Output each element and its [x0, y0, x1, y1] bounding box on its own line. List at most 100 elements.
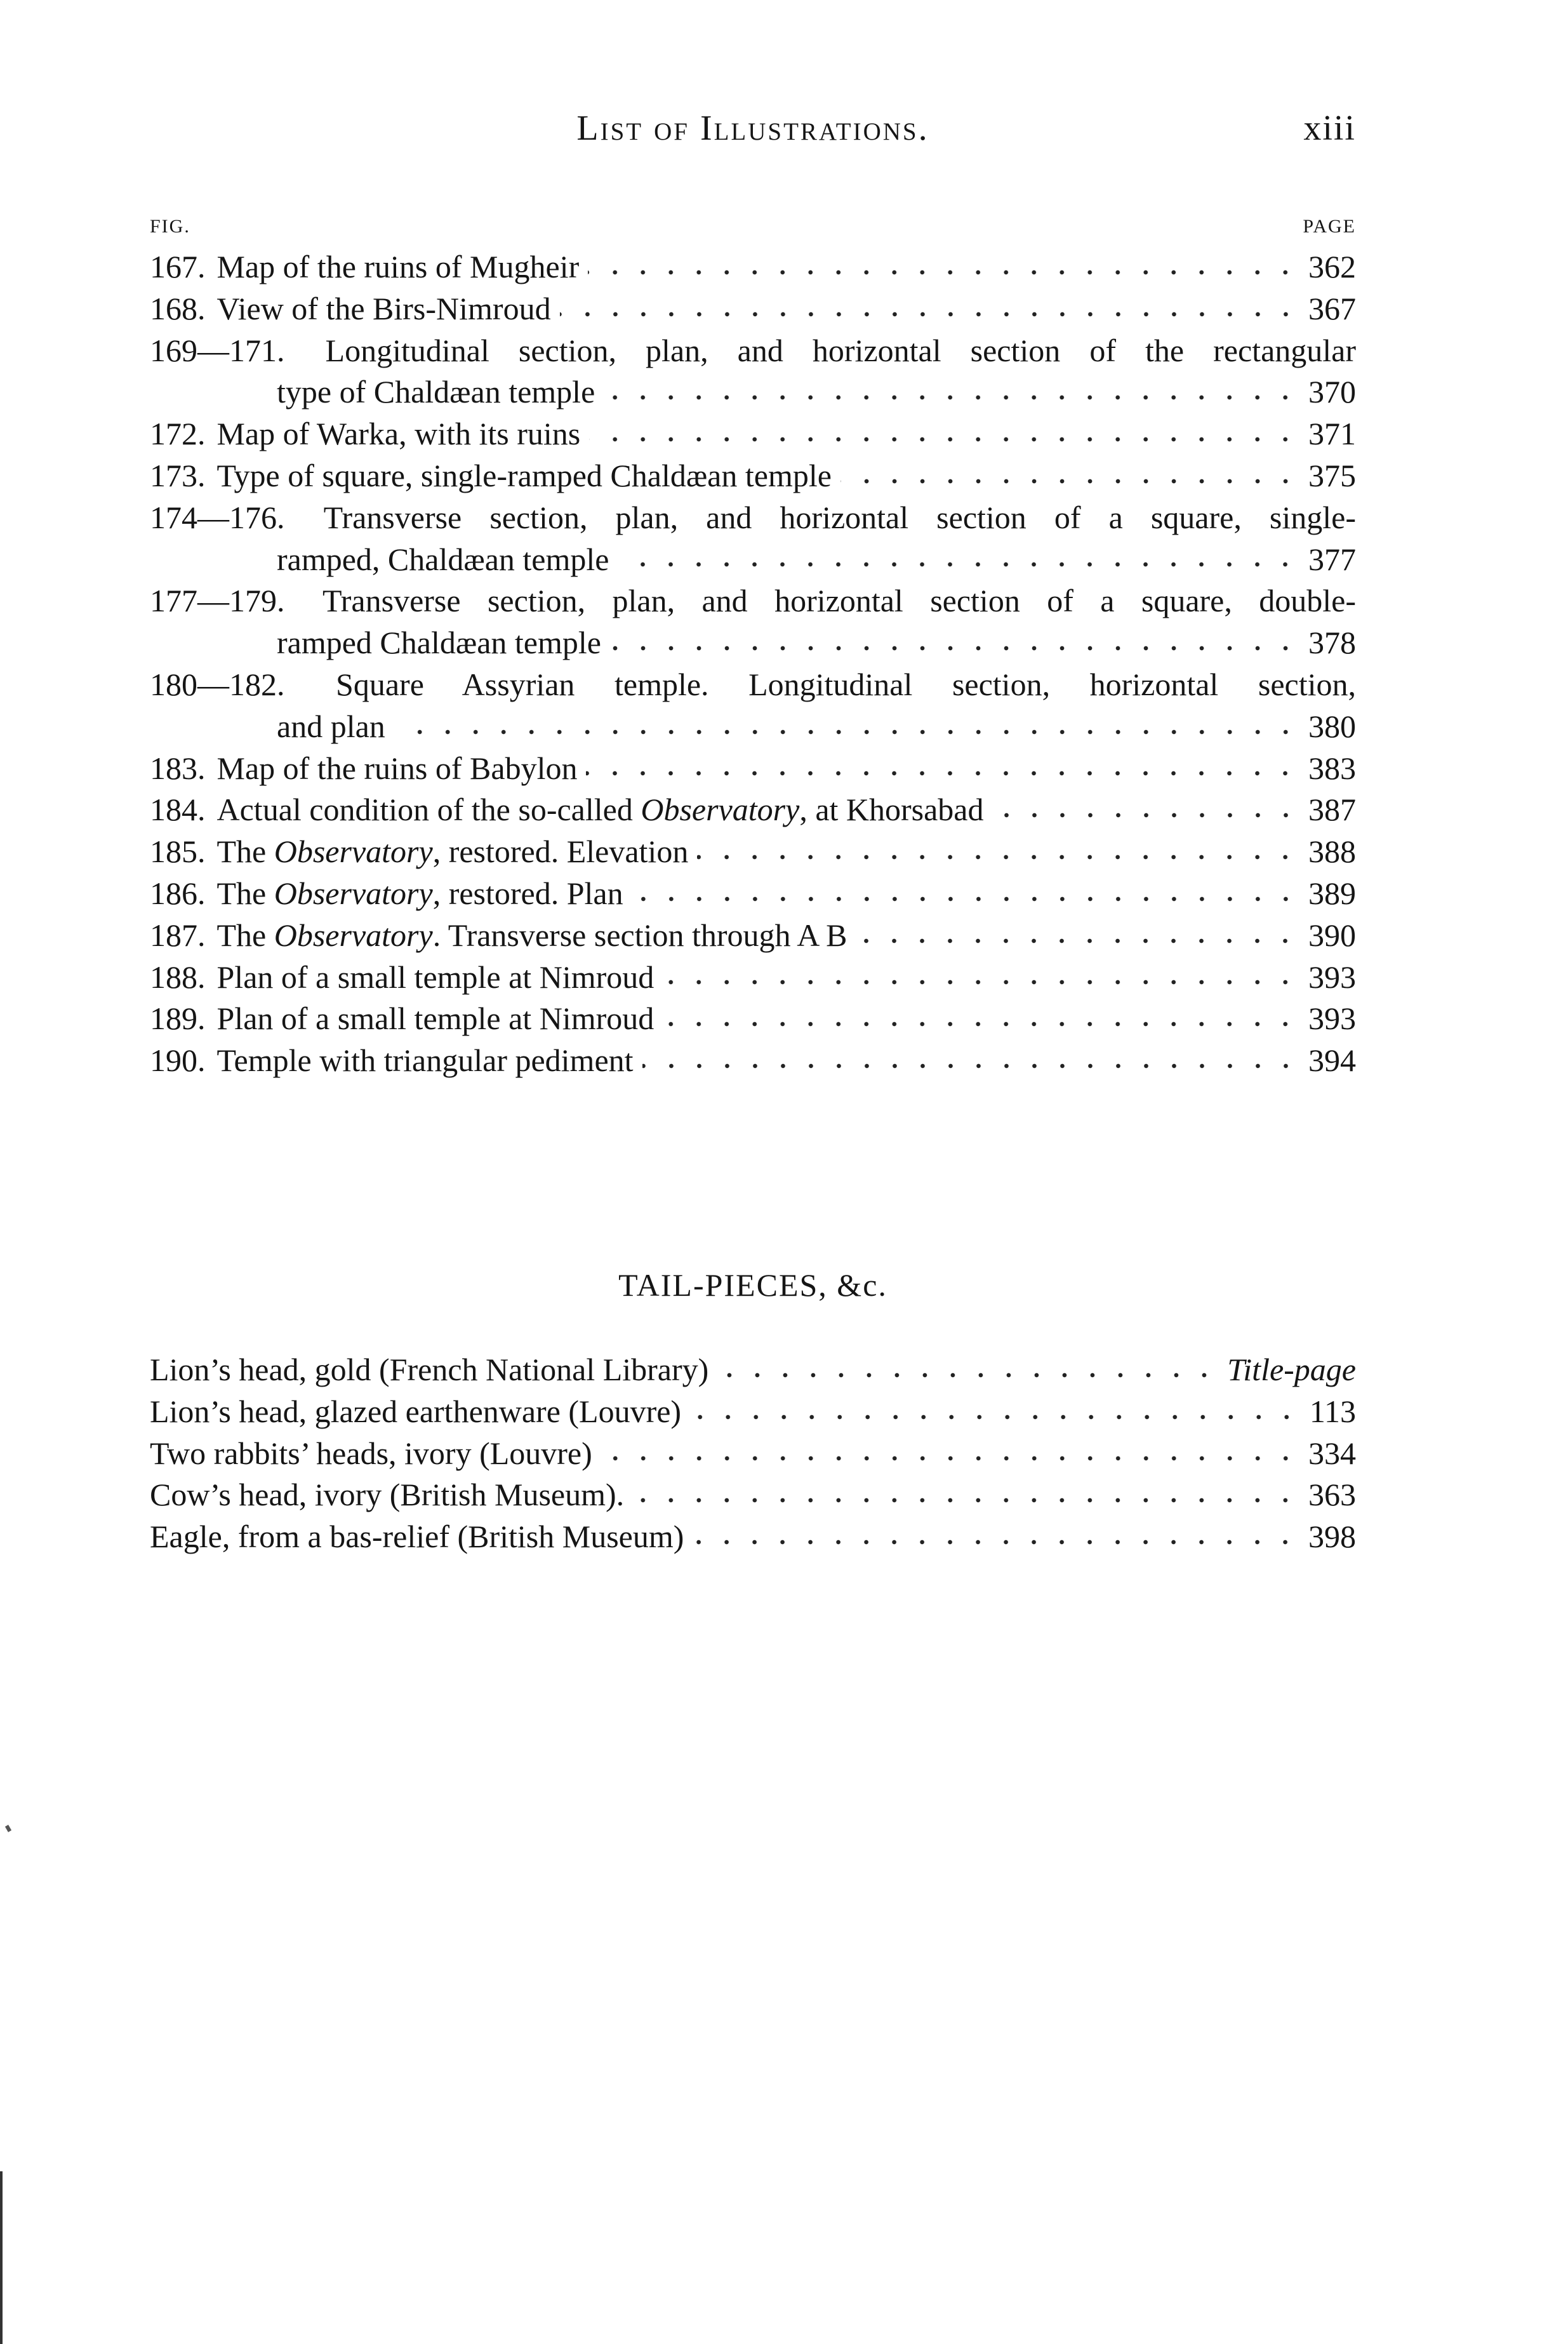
- list-entry: Eagle, from a bas-relief (British Museum…: [150, 1516, 1356, 1558]
- tailpieces-heading: TAIL-PIECES, &c.: [618, 1267, 887, 1303]
- list-entry: Cow’s head, ivory (British Museum). 363: [150, 1474, 1356, 1516]
- dot-leader: [601, 1452, 1299, 1465]
- page-ref: 398: [1308, 1519, 1356, 1555]
- page-column-label: PAGE: [1303, 216, 1356, 237]
- dot-leader: [840, 474, 1299, 488]
- figure-number: 183.: [150, 750, 206, 786]
- entry-title: Longitudinal section, plan, and horizont…: [326, 333, 1356, 368]
- entry-line: 174—176. Transverse section, plan, and h…: [150, 497, 1356, 539]
- text-segment: Longitudinal section, plan, and horizont…: [325, 332, 1356, 368]
- list-entry: 188. Plan of a small temple at Nimroud 393: [150, 957, 1356, 999]
- list-entry: 184. Actual condition of the so-called Ob…: [150, 789, 1356, 831]
- list-entry: 189. Plan of a small temple at Nimroud 393: [150, 998, 1356, 1040]
- illustrations-list: 167. Map of the ruins of Mugheir 362 168. Vi…: [150, 246, 1356, 1082]
- entry-title: ramped Chaldæan temple: [277, 622, 601, 664]
- figure-number: 168.: [150, 290, 206, 326]
- page-ref: 362: [1308, 249, 1356, 284]
- entry-line: 168. View of the Birs-Nimroud 367: [150, 288, 1356, 330]
- page-number: xiii: [1303, 109, 1356, 148]
- list-entry: 169—171. Longitudinal section, plan, and…: [150, 330, 1356, 414]
- list-entry: Two rabbits’ heads, ivory (Louvre) 334: [150, 1433, 1356, 1475]
- list-entry: 183. Map of the ruins of Babylon 383: [150, 748, 1356, 790]
- text-segment: Plan of a small temple at Nimroud: [216, 1001, 654, 1037]
- entry-line: type of Chaldæan temple 370: [150, 371, 1356, 413]
- dot-leader: [856, 934, 1299, 947]
- entry-line: 184. Actual condition of the so-called Ob…: [150, 789, 1356, 831]
- list-entry: 180—182. Square Assyrian temple. Longitu…: [150, 664, 1356, 748]
- entry-line: 189. Plan of a small temple at Nimroud 393: [150, 998, 1356, 1040]
- entry-line: 169—171. Longitudinal section, plan, and…: [150, 330, 1356, 372]
- text-segment: ramped, Chaldæan temple: [277, 541, 609, 577]
- entry-line: 173. Type of square, single-ramped Chaldæ…: [150, 455, 1356, 497]
- page-ref: 370: [1308, 374, 1356, 410]
- text-segment: The: [216, 875, 274, 911]
- entry-title: Two rabbits’ heads, ivory (Louvre): [150, 1433, 592, 1475]
- dot-leader: [690, 1410, 1301, 1423]
- text-segment: Lion’s head, gold (French National Libra…: [150, 1352, 709, 1387]
- dot-leader: [604, 391, 1299, 404]
- text-segment: Lion’s head, glazed earthenware (Louvre): [150, 1393, 682, 1429]
- text-segment: Transverse section, plan, and horizontal…: [322, 583, 1356, 619]
- scan-speck: [4, 1825, 12, 1832]
- entry-title: Plan of a small temple at Nimroud: [217, 957, 654, 999]
- text-segment: View of the Birs-Nimroud: [216, 290, 551, 326]
- entry-line: Lion’s head, gold (French National Libra…: [150, 1349, 1356, 1391]
- dot-leader: [697, 851, 1299, 864]
- entry-title: Type of square, single-ramped Chaldæan t…: [217, 455, 832, 497]
- page-ref: 389: [1308, 875, 1356, 911]
- dot-leader: [586, 767, 1299, 780]
- scan-edge: [0, 2171, 3, 2344]
- text-segment: ramped Chaldæan temple: [277, 625, 601, 661]
- page-ref: 393: [1308, 959, 1356, 995]
- entry-title: type of Chaldæan temple: [277, 371, 595, 413]
- figure-number: 169—171.: [150, 332, 285, 368]
- page-ref: 363: [1308, 1477, 1356, 1513]
- figure-number: 184.: [150, 792, 206, 828]
- text-segment: The: [216, 834, 274, 870]
- entry-line: Cow’s head, ivory (British Museum). 363: [150, 1474, 1356, 1516]
- entry-line: ramped, Chaldæan temple 377: [150, 539, 1356, 581]
- dot-leader: [589, 433, 1299, 446]
- dot-leader: [588, 265, 1299, 279]
- page-ref: 371: [1308, 416, 1356, 452]
- page-ref: 390: [1308, 917, 1356, 953]
- dot-leader: [693, 1536, 1299, 1549]
- entry-title: Plan of a small temple at Nimroud: [217, 998, 654, 1040]
- list-entry: 186. The Observatory, restored. Plan 389: [150, 873, 1356, 915]
- dot-leader: [992, 809, 1299, 822]
- entry-title: Cow’s head, ivory (British Museum).: [150, 1474, 624, 1516]
- entry-line: 188. Plan of a small temple at Nimroud 393: [150, 957, 1356, 999]
- figure-number: 185.: [150, 834, 206, 870]
- figure-number: 189.: [150, 1001, 206, 1037]
- text-segment: Cow’s head, ivory (British Museum).: [150, 1477, 625, 1513]
- tailpieces-list: Lion’s head, gold (French National Libra…: [150, 1349, 1356, 1558]
- entry-title: ramped, Chaldæan temple: [277, 539, 609, 581]
- entry-title: Transverse section, plan, and horizontal…: [322, 583, 1356, 618]
- text-segment: Map of the ruins of Mugheir: [216, 249, 580, 284]
- dot-leader: [663, 976, 1299, 989]
- entry-title: Eagle, from a bas-relief (British Museum…: [150, 1516, 684, 1558]
- text-segment: type of Chaldæan temple: [277, 374, 595, 410]
- list-entry: Lion’s head, glazed earthenware (Louvre)…: [150, 1391, 1356, 1433]
- page-ref: 377: [1308, 541, 1356, 577]
- figure-number: 186.: [150, 875, 206, 911]
- dot-leader: [663, 1018, 1299, 1031]
- text-segment: , restored. Elevation: [432, 834, 689, 870]
- running-title: List of Illustrations.: [576, 109, 929, 148]
- entry-line: 172. Map of Warka, with its ruins 371: [150, 413, 1356, 455]
- figure-number: 187.: [150, 917, 206, 953]
- dot-leader: [632, 892, 1299, 905]
- text-segment: , restored. Plan: [432, 875, 623, 911]
- entry-line: Lion’s head, glazed earthenware (Louvre)…: [150, 1391, 1356, 1433]
- text-segment: Two rabbits’ heads, ivory (Louvre): [150, 1435, 592, 1471]
- dot-leader: [642, 1060, 1299, 1073]
- list-entry: 174—176. Transverse section, plan, and h…: [150, 497, 1356, 581]
- running-head: List of Illustrations. xiii: [150, 108, 1356, 159]
- italic-text: Observatory: [641, 792, 800, 828]
- page-ref: 388: [1308, 834, 1356, 870]
- text-segment: Square Assyrian temple. Longitudinal sec…: [336, 666, 1356, 702]
- entry-line: 186. The Observatory, restored. Plan 389: [150, 873, 1356, 915]
- page-ref: 380: [1308, 708, 1356, 744]
- list-entry: 190. Temple with triangular pediment 394: [150, 1040, 1356, 1082]
- text-segment: Type of square, single-ramped Chaldæan t…: [216, 457, 832, 493]
